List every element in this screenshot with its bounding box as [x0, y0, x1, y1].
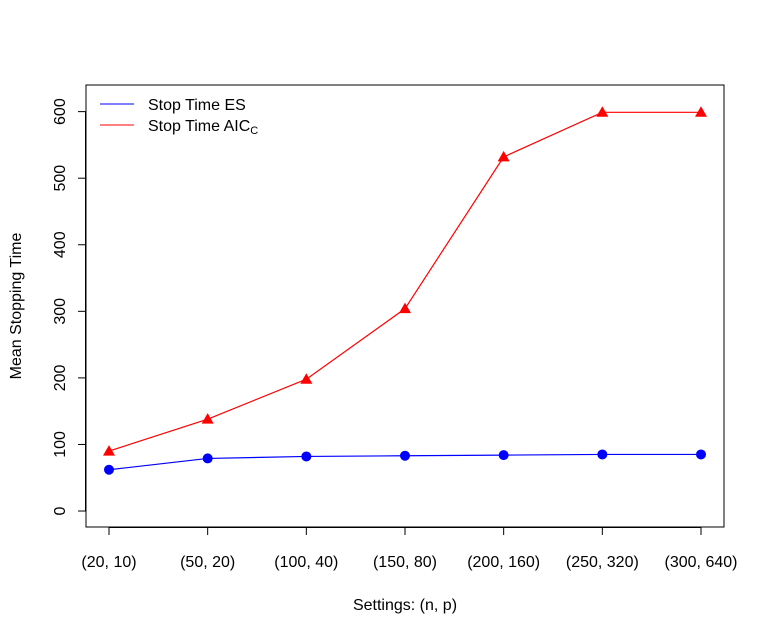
x-tick-label-5: (250, 320) [566, 554, 639, 571]
point-stop-time-es-6 [696, 449, 706, 460]
x-axis-title: Settings: (n, p) [353, 597, 457, 614]
point-stop-time-aicc-5 [596, 106, 609, 117]
y-tick-label-4: 400 [52, 231, 69, 258]
point-stop-time-es-1 [202, 453, 213, 464]
x-axis: (20, 10) (50, 20) (100, 40) (150, 80) (200, … [81, 527, 737, 571]
point-stop-time-es-4 [498, 450, 509, 461]
x-tick-label-2: (100, 40) [274, 554, 338, 571]
legend-label-stop-time-es: Stop Time ES [148, 97, 246, 114]
point-stop-time-aicc-6 [695, 106, 707, 117]
point-stop-time-aicc-1 [201, 413, 214, 424]
x-tick-label-1: (50, 20) [180, 554, 235, 571]
point-stop-time-es-0 [104, 464, 114, 475]
series-layer [103, 106, 707, 475]
series-stop-time-aicc [103, 106, 707, 456]
legend-label-stop-time-aicc: Stop Time AICC [148, 118, 258, 137]
legend-label-stop-time-aicc-sub: C [250, 125, 258, 137]
series-stop-time-es [104, 449, 706, 475]
point-stop-time-aicc-4 [497, 150, 510, 162]
point-stop-time-aicc-2 [300, 373, 313, 384]
y-tick-label-6: 600 [52, 98, 69, 125]
x-tick-label-0: (20, 10) [81, 554, 136, 571]
point-stop-time-es-5 [597, 449, 608, 460]
y-axis-title: Mean Stopping Time [8, 233, 25, 380]
y-tick-label-1: 100 [52, 431, 69, 458]
series-line-stop-time-aicc [108, 111, 701, 452]
point-stop-time-es-2 [301, 451, 312, 462]
point-stop-time-aicc-3 [399, 302, 411, 314]
x-tick-label-3: (150, 80) [373, 554, 437, 571]
point-stop-time-aicc-0 [103, 445, 115, 456]
point-stop-time-es-3 [400, 450, 410, 461]
y-tick-label-5: 500 [52, 165, 69, 192]
legend-label-stop-time-es-text: Stop Time ES [148, 97, 246, 114]
y-tick-label-0: 0 [52, 506, 69, 515]
legend-label-stop-time-aicc-text: Stop Time AIC [148, 118, 250, 135]
x-tick-label-6: (300, 640) [665, 554, 738, 571]
y-axis: 0 100 200 300 400 500 600 [52, 98, 86, 515]
y-tick-label-2: 200 [52, 364, 69, 391]
legend: Stop Time ES Stop Time AICC [100, 97, 258, 137]
y-tick-label-3: 300 [52, 298, 69, 325]
x-tick-label-4: (200, 160) [467, 554, 540, 571]
